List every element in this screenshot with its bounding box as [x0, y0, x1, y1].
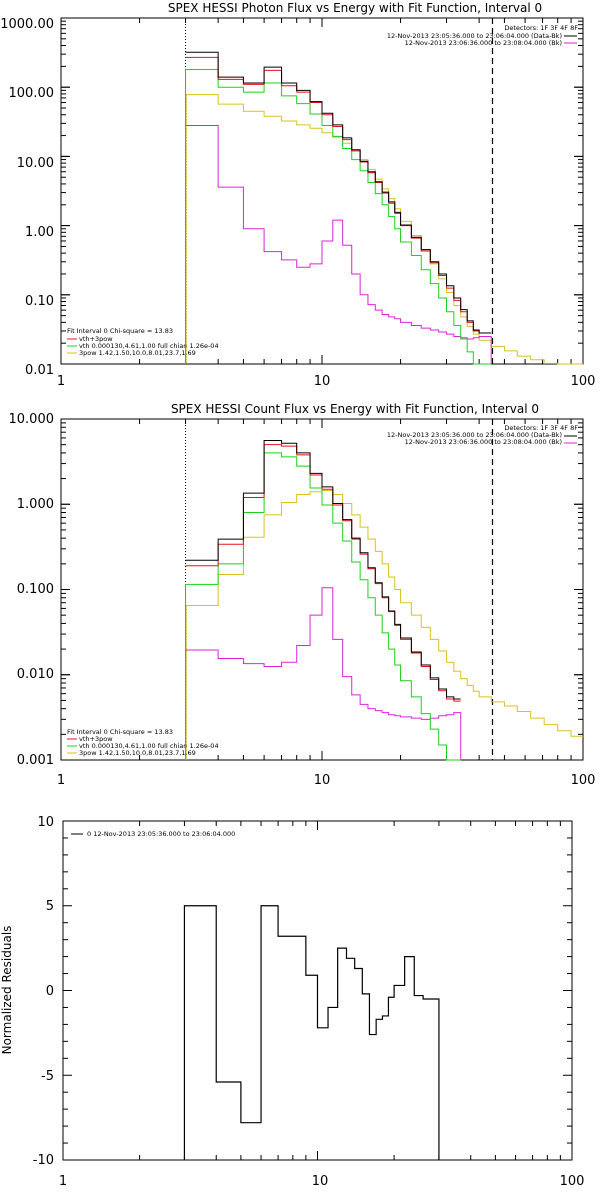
photon-flux-panel: SPEX HESSI Photon Flux vs Energy with Fi… [0, 1, 595, 389]
residual-y-tick-label: 0 [46, 984, 54, 999]
count-x-tick-label: 1 [57, 773, 65, 788]
count-legend-vth: vth 0.000130,4.61,1.00 full chian 1.26e-… [79, 742, 219, 750]
residuals-series [183, 905, 440, 1160]
photon-legend-vth: vth 0.000130,4.61,1.00 full chian 1.26e-… [79, 342, 219, 350]
model-total-series [185, 56, 492, 334]
residual-x-tick-label: 100 [560, 1174, 585, 1189]
photon-fit-summary: Fit Interval 0 Chi-square = 13.83 [67, 327, 173, 335]
count-legend-data-interval: 12-Nov-2013 23:05:36.000 to 23:06:04.000… [387, 431, 562, 439]
residual-x-tick-label: 1 [59, 1174, 67, 1189]
residual-y-tick-label: 10 [37, 815, 54, 830]
count-y-tick-label: 0.010 [17, 667, 54, 682]
vth-series [185, 69, 492, 365]
photon-legend-data-interval: 12-Nov-2013 23:05:36.000 to 23:06:04.000… [387, 32, 562, 40]
plot-frame [60, 17, 584, 365]
photon-y-tick-label: 1000.00 [0, 17, 54, 32]
photon-legend-bk-interval: 12-Nov-2013 23:06:36.000 to 23:08:04.000… [405, 39, 562, 47]
residual-y-tick-label: -5 [41, 1069, 54, 1084]
data-series [185, 439, 461, 700]
count-x-tick-label: 100 [571, 773, 596, 788]
background-series [185, 587, 462, 760]
3pow-series [185, 94, 583, 365]
residual-x-tick-label: 10 [312, 1174, 329, 1189]
photon-y-tick-label: 10.00 [17, 156, 54, 171]
photon-x-tick-label: 1 [57, 374, 65, 389]
photon-legend-total: vth+3pow [79, 335, 113, 343]
photon-y-tick-label: 1.00 [25, 225, 54, 240]
photon-x-tick-label: 10 [314, 374, 331, 389]
count-legend-total: vth+3pow [79, 735, 113, 743]
residual-legend-label: 0 12-Nov-2013 23:05:36.000 to 23:06:04.0… [87, 830, 235, 838]
data-series [185, 51, 492, 334]
count-x-tick-label: 10 [314, 773, 331, 788]
count-legend-bk-interval: 12-Nov-2013 23:06:36.000 to 23:08:04.000… [405, 438, 562, 446]
vth-series [185, 452, 461, 761]
photon-legend-detectors: Detectors: 1F 3F 4F 8F [504, 24, 578, 32]
photon-y-tick-label: 0.01 [25, 363, 54, 378]
residuals-y-axis-label: Normalized Residuals [0, 926, 14, 1055]
count-legend-detectors: Detectors: 1F 3F 4F 8F [504, 424, 578, 432]
count-y-tick-label: 0.001 [17, 753, 54, 768]
count-legend-3pow: 3pow 1.42,1.50,10.0,8.01,23.7,1.69 [79, 749, 196, 757]
count-y-tick-label: 10.000 [9, 412, 55, 427]
3pow-series [185, 489, 583, 737]
count-fit-summary: Fit Interval 0 Chi-square = 13.83 [67, 728, 173, 736]
residual-y-tick-label: -10 [33, 1153, 54, 1168]
count-y-tick-label: 0.100 [17, 582, 54, 597]
background-series [185, 124, 492, 364]
photon-legend-3pow: 3pow 1.42,1.50,10.0,8.01,23.7,1.69 [79, 349, 196, 357]
photon-y-tick-label: 0.10 [25, 294, 54, 309]
count-flux-title: SPEX HESSI Count Flux vs Energy with Fit… [171, 402, 539, 416]
photon-flux-title: SPEX HESSI Photon Flux vs Energy with Fi… [168, 1, 542, 15]
residual-y-tick-label: 5 [46, 899, 54, 914]
model-total-series [185, 444, 461, 702]
photon-x-tick-label: 100 [571, 374, 596, 389]
count-y-tick-label: 1.000 [17, 497, 54, 512]
photon-y-tick-label: 100.00 [9, 86, 55, 101]
residuals-panel: Normalized Residuals -10 -5 0 5 10 1 10 … [0, 815, 584, 1189]
count-flux-panel: SPEX HESSI Count Flux vs Energy with Fit… [9, 402, 596, 788]
